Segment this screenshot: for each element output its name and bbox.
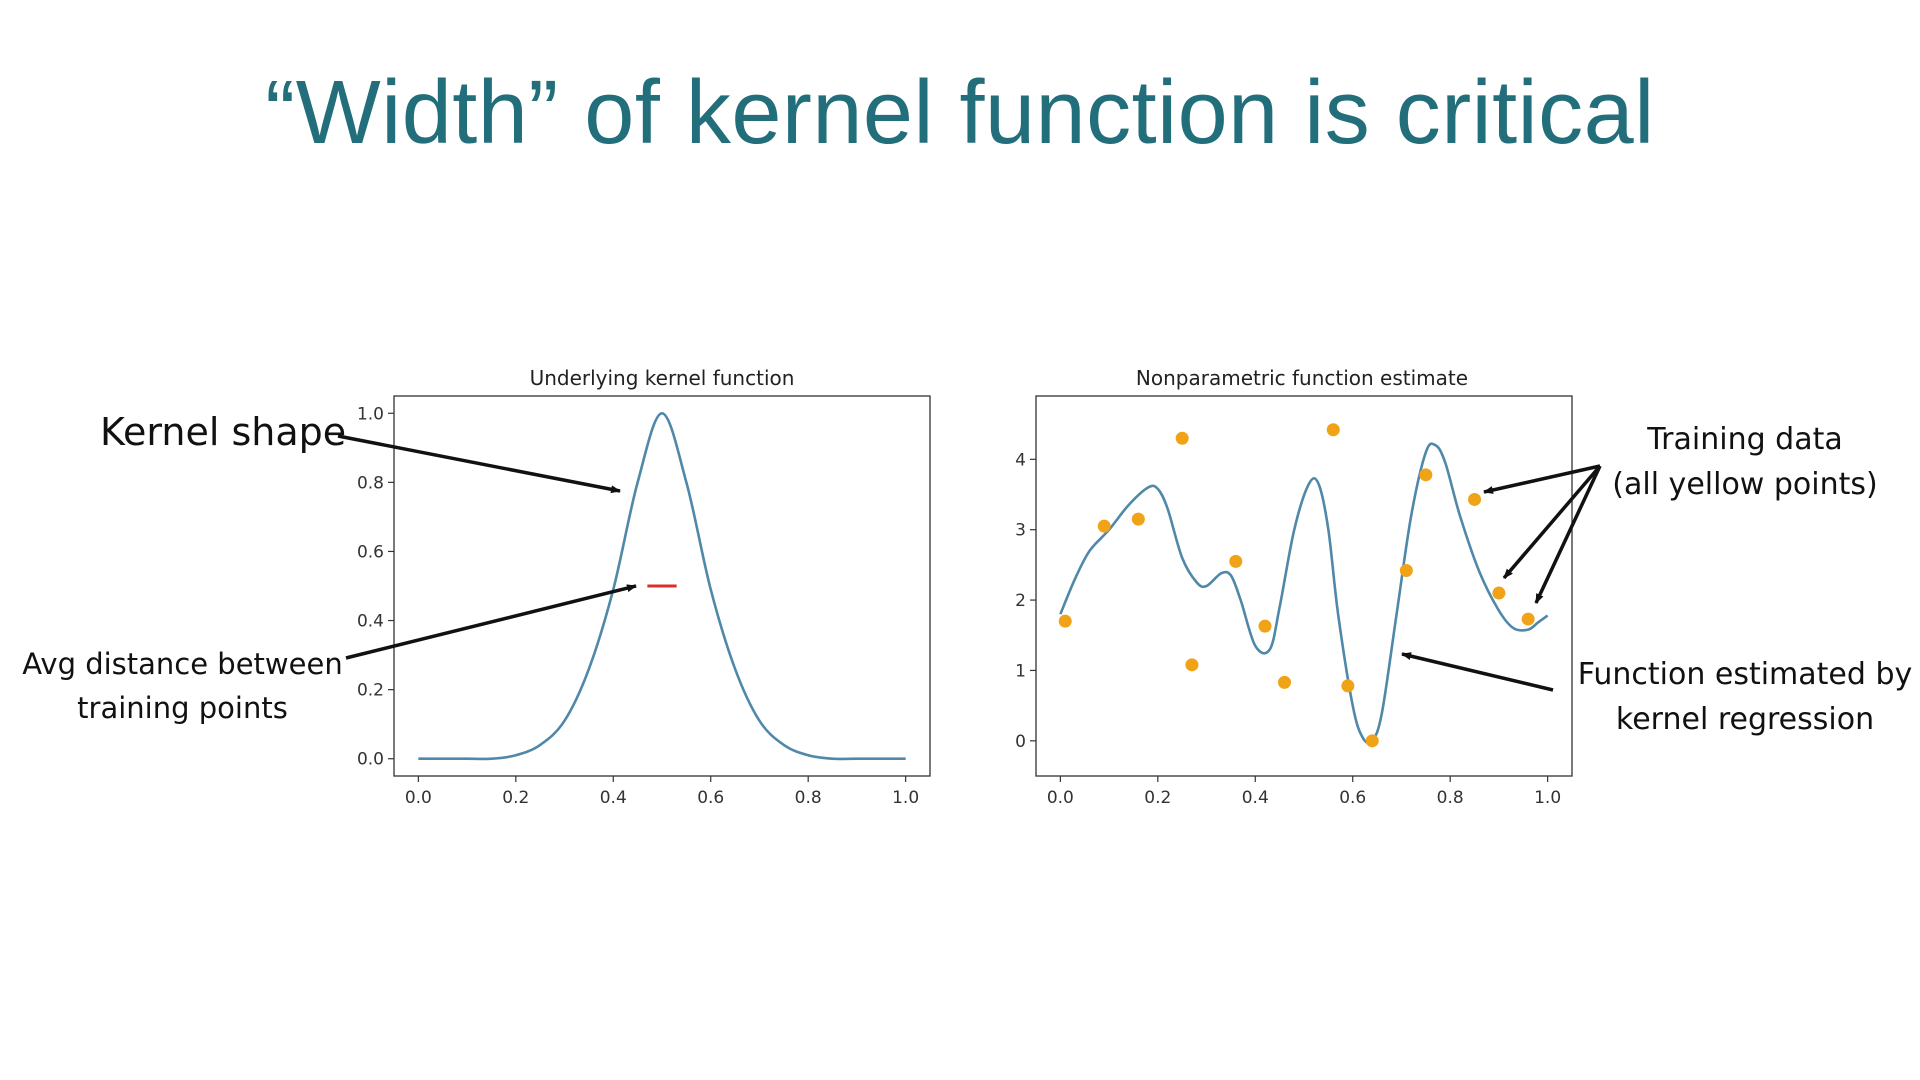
estimate-chart-data-point bbox=[1131, 512, 1145, 526]
estimate-chart-ytick-label: 1 bbox=[1015, 661, 1026, 681]
function-estimate-line-1: Function estimated by bbox=[1577, 657, 1913, 692]
estimate-chart-data-point bbox=[1419, 468, 1433, 482]
training-data-arrow-2 bbox=[1502, 464, 1602, 580]
estimate-chart-data-point bbox=[1058, 614, 1072, 628]
estimate-chart-data-point bbox=[1326, 423, 1340, 437]
estimate-chart-data-point bbox=[1278, 675, 1292, 689]
estimate-chart-frame bbox=[1035, 395, 1573, 777]
estimate-chart-data-point bbox=[1521, 612, 1535, 626]
kernel-shape-arrow bbox=[337, 434, 621, 494]
avg-distance-label: Avg distance between training points bbox=[10, 642, 355, 730]
slide-title: “Width” of kernel function is critical bbox=[265, 63, 1655, 163]
kernel-chart-xtick-label: 0.4 bbox=[600, 788, 627, 808]
training-data-line-2: (all yellow points) bbox=[1612, 467, 1878, 502]
estimate-chart-xtick-label: 0.6 bbox=[1339, 788, 1366, 808]
estimate-chart-data-point bbox=[1229, 554, 1243, 568]
training-data-label: Training data (all yellow points) bbox=[1600, 417, 1890, 507]
training-data-arrow-1 bbox=[1483, 464, 1601, 494]
estimate-chart-ytick-label: 0 bbox=[1015, 732, 1026, 752]
kernel-chart-xtick-label: 0.0 bbox=[405, 788, 432, 808]
function-estimate-line-2: kernel regression bbox=[1615, 702, 1875, 737]
kernel-chart-series-line bbox=[418, 411, 906, 761]
kernel-chart: Underlying kernel function 0.0 0.2 0.4 0.6 0… bbox=[357, 366, 931, 808]
function-estimate-label: Function estimated by kernel regression bbox=[1570, 652, 1920, 742]
estimate-chart-ytick-label: 2 bbox=[1015, 591, 1026, 611]
estimate-chart: Nonparametric function estimate 0.0 0.2 0.… bbox=[1015, 366, 1573, 808]
kernel-chart-ytick-label: 1.0 bbox=[357, 404, 384, 424]
annotation-arrows bbox=[337, 434, 1602, 692]
training-data-arrow-3 bbox=[1534, 465, 1602, 604]
avg-distance-arrow bbox=[345, 584, 637, 660]
estimate-chart-ytick-label: 4 bbox=[1015, 450, 1026, 470]
kernel-chart-ytick-label: 0.4 bbox=[357, 612, 384, 632]
estimate-chart-xtick-label: 1.0 bbox=[1534, 788, 1561, 808]
kernel-chart-xtick-label: 0.2 bbox=[502, 788, 529, 808]
estimate-chart-xtick-label: 0.2 bbox=[1144, 788, 1171, 808]
estimate-chart-xtick-label: 0.4 bbox=[1242, 788, 1269, 808]
estimate-chart-data-point bbox=[1258, 619, 1272, 633]
kernel-chart-ytick-label: 0.6 bbox=[357, 542, 384, 562]
estimate-chart-data-point bbox=[1399, 564, 1413, 578]
estimate-chart-data-point bbox=[1175, 431, 1189, 445]
estimate-chart-xtick-label: 0.8 bbox=[1437, 788, 1464, 808]
avg-distance-line-1: Avg distance between bbox=[22, 647, 343, 681]
estimate-chart-data-point bbox=[1492, 586, 1506, 600]
kernel-chart-title: Underlying kernel function bbox=[530, 366, 795, 390]
estimate-chart-title: Nonparametric function estimate bbox=[1136, 366, 1468, 390]
estimate-chart-data-point bbox=[1468, 492, 1482, 506]
kernel-chart-ytick-label: 0.0 bbox=[357, 750, 384, 770]
kernel-chart-xtick-label: 1.0 bbox=[892, 788, 919, 808]
training-data-line-1: Training data bbox=[1647, 422, 1843, 457]
kernel-chart-xtick-label: 0.6 bbox=[697, 788, 724, 808]
kernel-chart-frame bbox=[393, 395, 931, 777]
estimate-chart-data-point bbox=[1185, 658, 1199, 672]
kernel-chart-ytick-label: 0.2 bbox=[357, 681, 384, 701]
kernel-shape-label: Kernel shape bbox=[100, 410, 347, 454]
kernel-chart-xtick-label: 0.8 bbox=[795, 788, 822, 808]
estimate-chart-xtick-label: 0.0 bbox=[1047, 788, 1074, 808]
estimate-chart-series-line bbox=[1059, 442, 1549, 745]
avg-distance-line-2: training points bbox=[77, 691, 288, 725]
estimate-chart-data-point bbox=[1365, 734, 1379, 748]
function-estimate-arrow bbox=[1401, 652, 1554, 692]
estimate-chart-data-point bbox=[1341, 679, 1355, 693]
kernel-chart-ytick-label: 0.8 bbox=[357, 473, 384, 493]
estimate-chart-data-point bbox=[1097, 519, 1111, 533]
estimate-chart-ytick-label: 3 bbox=[1015, 521, 1026, 541]
